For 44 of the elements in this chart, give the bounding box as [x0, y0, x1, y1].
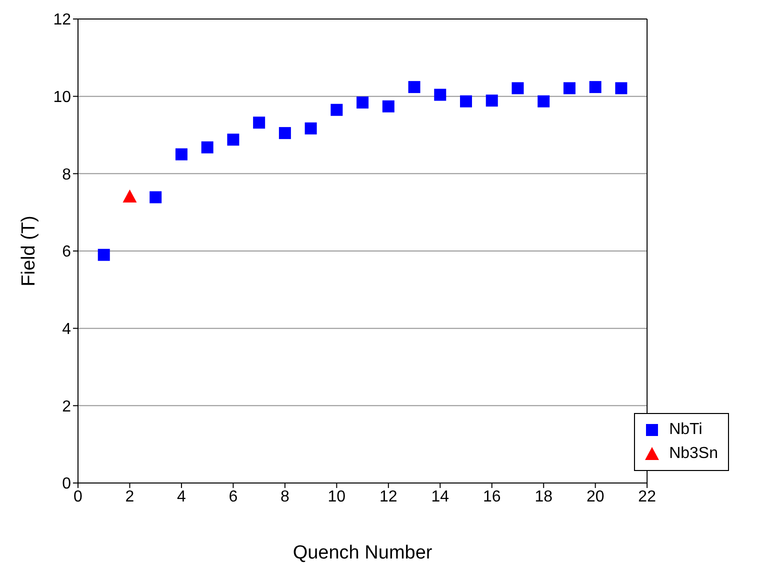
x-tick-label: 6 — [228, 488, 238, 506]
point — [278, 127, 291, 140]
x-tick-label: 0 — [74, 488, 83, 506]
y-axis-title: Field (T) — [18, 216, 40, 286]
x-tick-label: 2 — [125, 488, 134, 506]
y-tick-label: 6 — [62, 244, 72, 261]
x-tick-label: 4 — [177, 488, 186, 506]
y-tick-label: 0 — [62, 476, 72, 493]
legend-label: Nb3Sn — [669, 444, 718, 464]
x-tick-label: 22 — [638, 488, 656, 506]
point — [615, 82, 628, 94]
point — [538, 95, 550, 108]
y-tick-label: 12 — [53, 12, 72, 29]
point — [150, 191, 162, 204]
point — [356, 96, 369, 109]
point — [175, 148, 188, 160]
point — [98, 248, 110, 261]
point — [434, 88, 446, 101]
y-tick-label: 8 — [62, 166, 72, 184]
point — [512, 82, 524, 94]
point — [122, 189, 137, 202]
x-tick-label: 20 — [586, 488, 604, 506]
x-tick-label: 18 — [534, 488, 553, 506]
x-tick-label: 12 — [380, 488, 398, 506]
legend-label: NbTi — [669, 420, 702, 440]
point — [408, 81, 420, 94]
point — [486, 94, 498, 107]
point — [227, 134, 240, 146]
point — [460, 95, 472, 108]
x-axis-title: Quench Number — [292, 542, 433, 564]
point — [382, 100, 394, 112]
point — [253, 116, 266, 129]
point — [304, 122, 317, 134]
x-tick-label: 14 — [431, 488, 450, 506]
y-tick-label: 2 — [62, 398, 72, 416]
point — [201, 141, 214, 154]
x-tick-label: 10 — [328, 488, 346, 506]
point — [589, 81, 602, 94]
x-tick-label: 16 — [482, 488, 501, 506]
y-tick-label: 10 — [53, 89, 72, 106]
y-tick-label: 4 — [62, 321, 72, 338]
point — [563, 82, 576, 94]
point — [330, 104, 343, 116]
x-tick-label: 8 — [280, 488, 290, 506]
